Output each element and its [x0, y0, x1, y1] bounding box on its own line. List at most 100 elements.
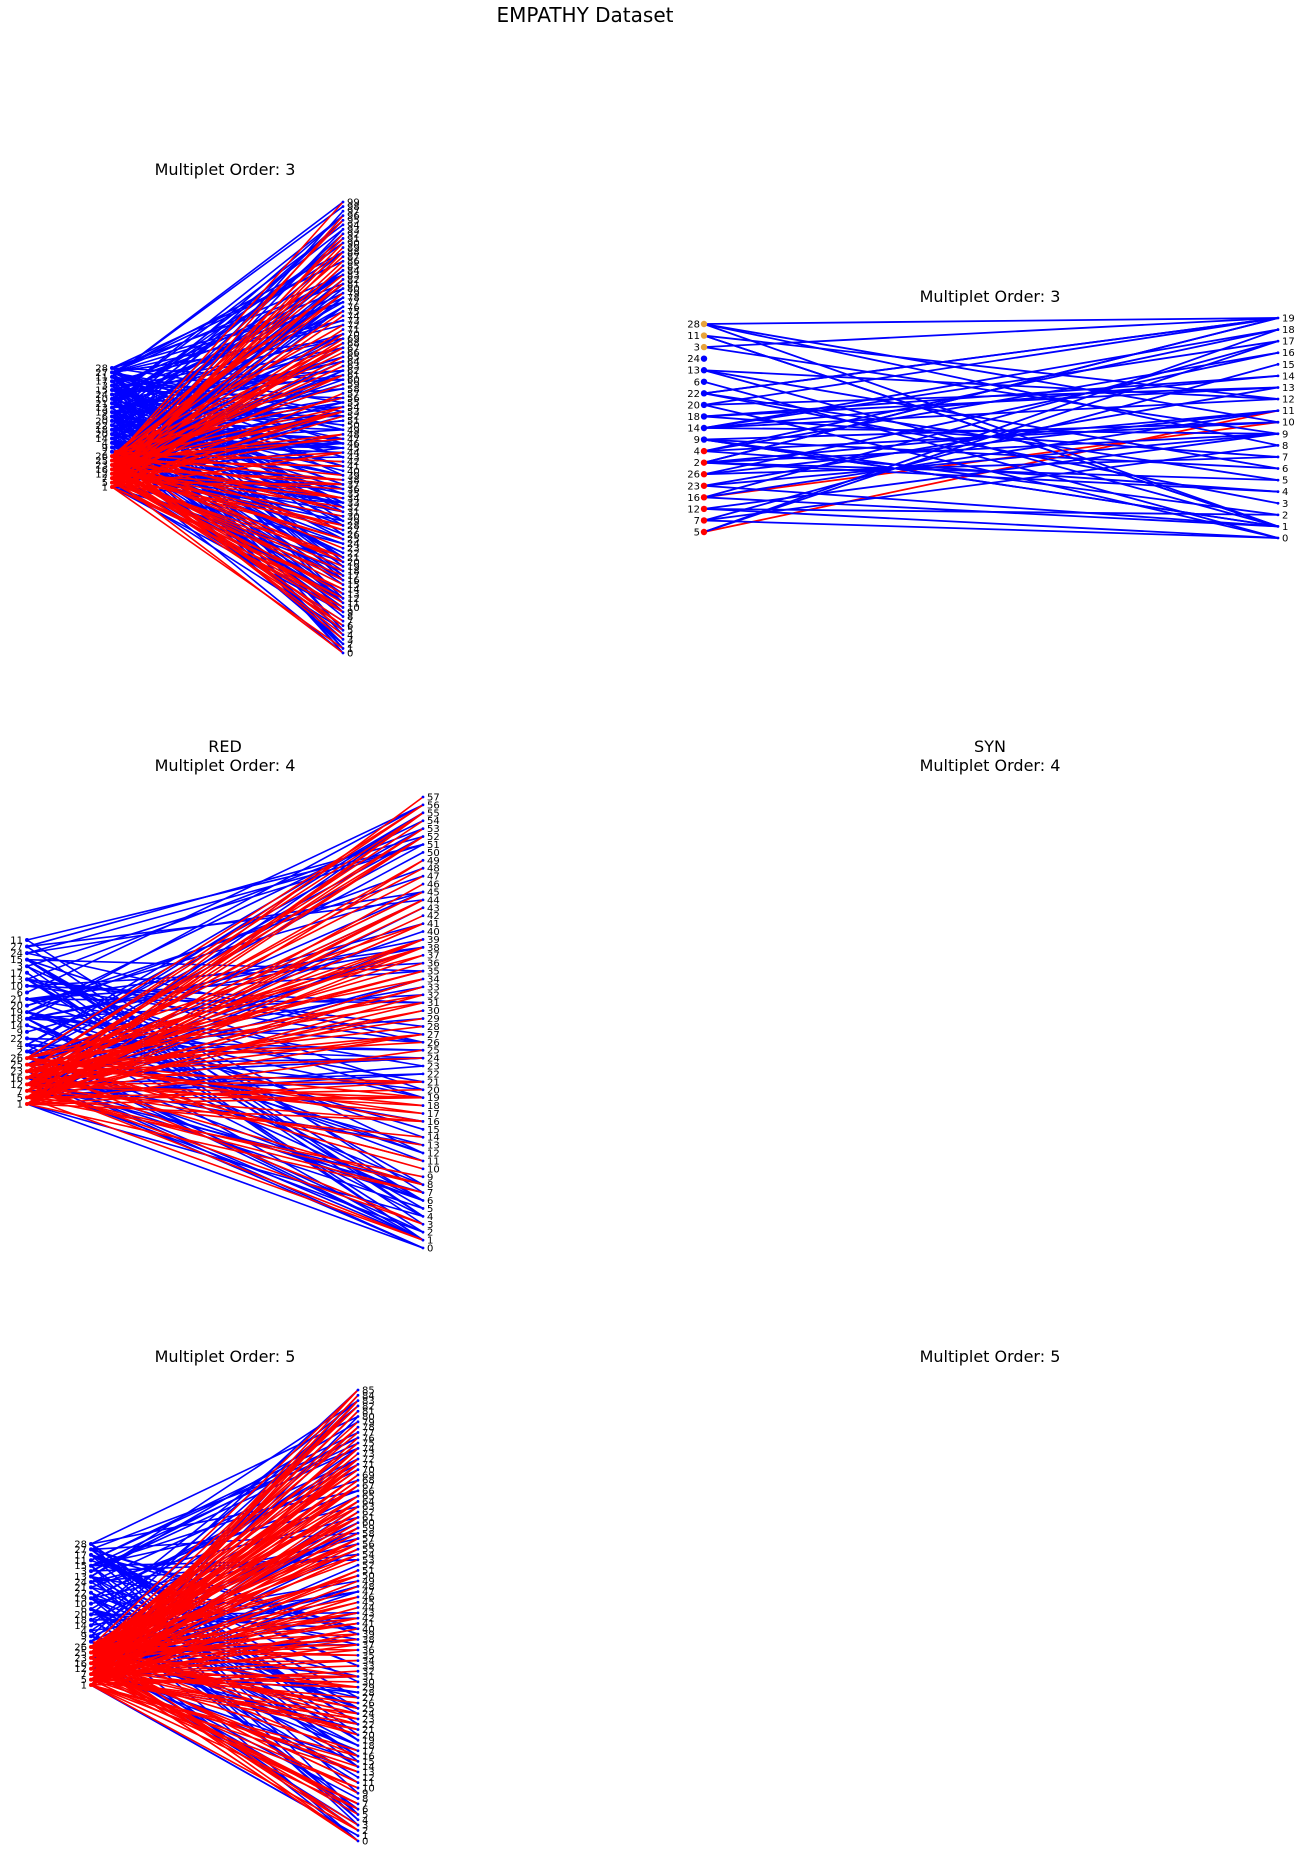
right-node: [341, 528, 345, 532]
left-node-label: 2: [102, 447, 108, 458]
redundancy-edge: [111, 459, 344, 499]
left-node-label: 11: [10, 936, 23, 947]
left-node: [700, 413, 708, 420]
left-node: [25, 1075, 29, 1080]
right-node: [341, 423, 345, 427]
right-node-label: 1: [427, 1236, 433, 1247]
redundancy-edge: [111, 477, 344, 654]
right-node-label: 11: [1282, 406, 1295, 417]
synergy-edge: [26, 959, 424, 1225]
right-node-label: 84: [347, 266, 360, 277]
right-node-label: 6: [362, 1805, 368, 1816]
left-node: [700, 320, 708, 328]
right-node-label: 27: [347, 526, 360, 537]
right-node-label: 13: [1282, 383, 1295, 394]
right-node: [356, 1595, 360, 1599]
right-node: [421, 906, 425, 910]
right-node-label: 41: [362, 1619, 375, 1630]
synergy-edge: [26, 1103, 424, 1249]
right-node: [341, 241, 345, 245]
right-node-label: 32: [427, 990, 440, 1001]
right-node-label: 45: [362, 1598, 375, 1609]
synergy-edge: [26, 998, 424, 1067]
redundancy-edge: [90, 1389, 359, 1648]
right-node-label: 7: [347, 617, 353, 628]
right-node-label: 67: [347, 343, 360, 354]
redundancy-edge: [90, 1678, 359, 1715]
right-node-label: 21: [362, 1725, 375, 1736]
redundancy-edge: [90, 1405, 359, 1664]
right-node: [341, 278, 345, 281]
left-node-label: 9: [694, 435, 700, 446]
left-node: [110, 388, 114, 393]
right-node-label: 10: [362, 1783, 375, 1794]
right-node: [421, 1143, 425, 1147]
synergy-edge: [26, 804, 424, 1020]
right-node: [341, 287, 345, 290]
synergy-edge: [90, 1575, 359, 1757]
redundancy-edge: [111, 468, 344, 581]
left-node-label: 21: [10, 995, 23, 1006]
right-node-label: 97: [347, 207, 360, 218]
right-node-label: 31: [362, 1672, 375, 1683]
right-node-label: 19: [362, 1736, 375, 1747]
left-node-label: 20: [10, 1001, 23, 1012]
right-node: [421, 930, 425, 933]
right-node-label: 61: [347, 371, 360, 382]
redundancy-edge: [111, 451, 344, 466]
right-node-label: 94: [347, 220, 360, 231]
right-node: [341, 300, 345, 304]
right-node: [341, 587, 345, 591]
right-node: [341, 364, 345, 368]
left-node-label: 9: [81, 1632, 87, 1643]
left-node: [89, 1683, 93, 1687]
right-node: [341, 337, 345, 341]
right-node: [421, 882, 425, 886]
left-node-label: 3: [694, 343, 700, 354]
redundancy-edge: [111, 477, 344, 613]
left-node-label: 21: [95, 399, 108, 410]
right-node: [421, 1183, 425, 1187]
right-node-label: 85: [347, 261, 360, 272]
right-node: [421, 1246, 425, 1250]
right-node: [421, 945, 425, 949]
left-node: [89, 1590, 93, 1595]
right-node: [356, 1468, 360, 1471]
left-node-label: 20: [95, 416, 108, 427]
right-node: [421, 803, 425, 807]
right-node: [356, 1765, 360, 1769]
left-node-label: 5: [694, 528, 700, 539]
right-node: [356, 1706, 360, 1710]
right-node: [341, 487, 345, 491]
right-node: [341, 291, 345, 295]
redundancy-edge: [90, 1684, 359, 1757]
left-node-label: 28: [74, 1540, 87, 1551]
left-node: [110, 462, 114, 467]
redundancy-edge: [111, 201, 344, 462]
left-node: [110, 366, 114, 370]
left-node: [700, 367, 708, 374]
right-node-label: 57: [347, 389, 360, 400]
right-node-label: 50: [347, 421, 360, 432]
right-node: [1276, 455, 1280, 459]
right-node-label: 28: [362, 1688, 375, 1699]
right-node-label: 71: [347, 325, 360, 336]
left-node-label: 18: [10, 1014, 23, 1025]
redundancy-edge: [26, 812, 424, 1105]
right-node: [356, 1579, 360, 1583]
edge-layer: [90, 1389, 359, 1842]
left-node-label: 7: [17, 1086, 23, 1097]
right-node: [356, 1675, 360, 1678]
right-node: [341, 473, 345, 477]
right-node-label: 98: [347, 202, 360, 213]
redundancy-edge: [26, 804, 424, 1072]
right-node-label: 34: [427, 974, 440, 985]
left-node-label: 3: [17, 962, 23, 973]
redundancy-edge: [111, 374, 344, 457]
right-node: [341, 346, 345, 350]
right-node: [341, 496, 345, 500]
right-node-label: 43: [362, 1608, 375, 1619]
right-node-label: 65: [347, 352, 360, 363]
right-node-label: 56: [362, 1539, 375, 1550]
right-node-label: 46: [427, 880, 440, 891]
